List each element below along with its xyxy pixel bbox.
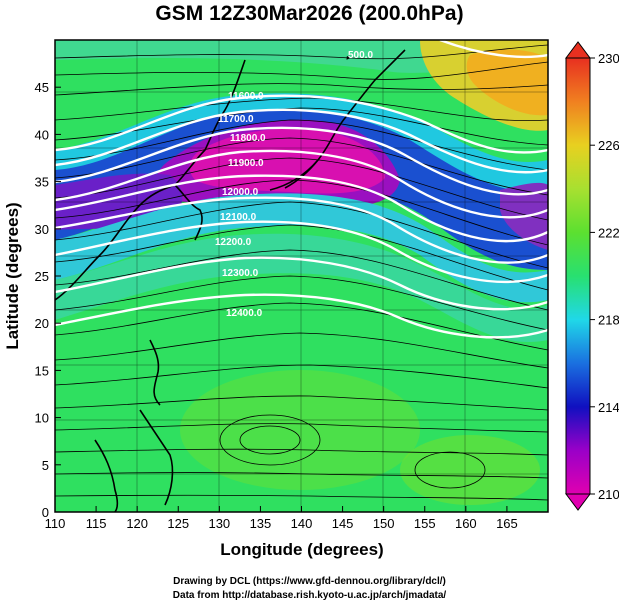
y-tick-label: 45 (35, 80, 49, 95)
x-tick-label: 125 (167, 516, 189, 531)
x-tick-label: 120 (126, 516, 148, 531)
x-tick-label: 165 (496, 516, 518, 531)
colorbar-tick-label: 214 (598, 400, 619, 415)
colorbar-tick-label: 222 (598, 225, 619, 240)
y-tick-label: 40 (35, 127, 49, 142)
contour-12400 (55, 293, 548, 339)
colorbar-tick-label: 210 (598, 487, 619, 502)
y-tick-label: 10 (35, 411, 49, 426)
contour-12100 (55, 196, 548, 264)
contour-label-top: 500.0 (348, 50, 373, 61)
x-axis-ticks: 110 115 120 125 130 135 140 145 150 155 160 165 (45, 506, 518, 531)
contour-label-11600: 11600.0 (228, 91, 264, 102)
contour-label-12000: 12000.0 (222, 187, 259, 198)
contour-11600 (55, 94, 548, 154)
contour-label-12300: 12300.0 (222, 268, 259, 279)
y-tick-label: 20 (35, 316, 49, 331)
x-tick-label: 140 (291, 516, 313, 531)
x-axis-label: Longitude (degrees) (220, 540, 383, 559)
colorbar-bottom-arrow (565, 493, 591, 511)
y-tick-label: 5 (42, 458, 49, 473)
colorbar-tick-label: 230 (598, 51, 619, 66)
colorbar-ticks: 210 214 218 222 226 230 (590, 51, 619, 502)
contour-11700 (55, 108, 548, 174)
contour-label-11800: 11800.0 (230, 133, 266, 144)
contour-12300 (55, 256, 548, 311)
x-tick-label: 115 (86, 516, 107, 531)
colorbar-tick-label: 218 (598, 313, 619, 328)
colorbar: 210 214 218 222 226 230 (565, 41, 619, 511)
y-axis-ticks: 0 5 10 15 20 25 30 35 40 45 (35, 80, 61, 520)
contour-label-12400: 12400.0 (226, 308, 263, 319)
contour-12200 (55, 220, 548, 284)
x-tick-label: 145 (332, 516, 354, 531)
x-tick-label: 160 (455, 516, 477, 531)
contour-top (439, 40, 548, 59)
credit-drawing: Drawing by DCL (https://www.gfd-dennou.o… (173, 576, 446, 587)
y-tick-label: 0 (42, 505, 49, 520)
y-tick-label: 25 (35, 269, 49, 284)
contour-label-12100: 12100.0 (220, 212, 257, 223)
contour-11900 (55, 149, 548, 219)
x-tick-label: 155 (414, 516, 436, 531)
map-title: GSM 12Z30Mar2026 (200.0hPa) (155, 2, 464, 25)
y-tick-label: 30 (35, 222, 49, 237)
credit-data: Data from http://database.rish.kyoto-u.a… (172, 590, 447, 601)
x-tick-label: 135 (250, 516, 272, 531)
colorbar-tick-label: 226 (598, 138, 619, 153)
contour-11800 (55, 126, 548, 196)
y-tick-label: 35 (35, 175, 49, 190)
x-tick-label: 150 (373, 516, 395, 531)
x-tick-label: 130 (208, 516, 230, 531)
y-tick-label: 15 (35, 363, 49, 378)
height-contours (55, 40, 548, 339)
colorbar-top-arrow (565, 41, 591, 59)
colorbar-scale (565, 57, 591, 495)
contour-labels: 11600.0 11700.0 11800.0 11900.0 12000.0 … (215, 50, 373, 319)
x-tick-label: 110 (45, 516, 66, 531)
contour-12000 (55, 174, 548, 243)
y-axis-label: Latitude (degrees) (3, 202, 22, 349)
contour-label-11900: 11900.0 (228, 158, 264, 169)
contour-label-12200: 12200.0 (215, 237, 252, 248)
contour-label-11700: 11700.0 (218, 114, 254, 125)
